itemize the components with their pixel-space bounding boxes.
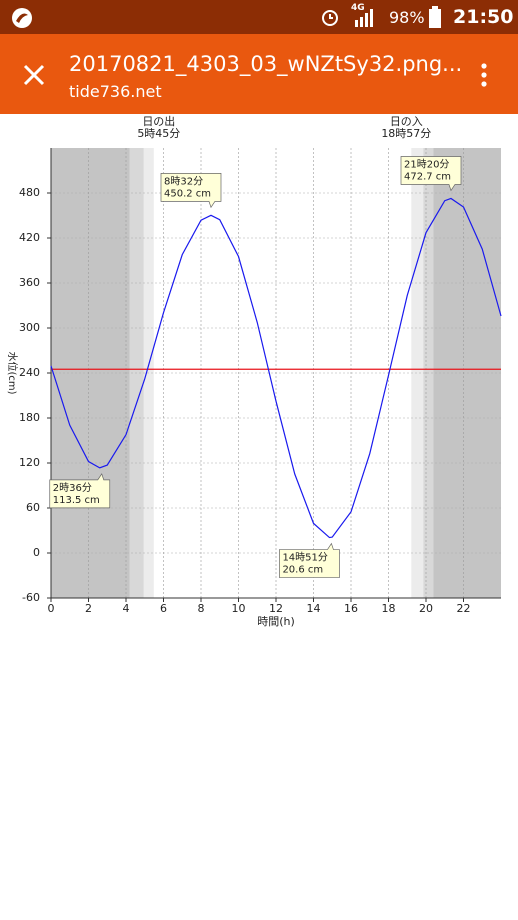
x-tick-label: 10 — [232, 602, 246, 615]
night-shade — [51, 148, 130, 598]
y-tick-label: 120 — [19, 456, 40, 469]
x-tick-label: 2 — [85, 602, 92, 615]
callout-box — [160, 173, 222, 209]
x-tick-label: 4 — [123, 602, 130, 615]
y-tick-label: 180 — [19, 411, 40, 424]
y-tick-label: 420 — [19, 231, 40, 244]
y-tick-label: 300 — [19, 321, 40, 334]
file-title: 20170821_4303_03_wNZtSy32.png... — [69, 52, 463, 76]
clock: 21:50 — [453, 6, 514, 28]
app-bar: 20170821_4303_03_wNZtSy32.png... tide736… — [0, 34, 518, 114]
y-tick-label: 360 — [19, 276, 40, 289]
callout-value: 472.7 cm — [404, 171, 451, 182]
callout-time: 14時51分 — [282, 552, 327, 564]
sun-time: 18時57分 — [381, 127, 431, 140]
x-tick-label: 14 — [307, 602, 321, 615]
network: 4G — [351, 3, 365, 13]
tide-curve — [50, 197, 502, 539]
x-tick-label: 16 — [344, 602, 358, 615]
sun-label: 日の出 — [142, 114, 175, 128]
callout-box — [49, 473, 111, 509]
callout-time: 21時20分 — [404, 158, 449, 170]
sun-time: 5時45分 — [137, 127, 180, 140]
close-button[interactable] — [22, 63, 46, 87]
menu-button[interactable] — [478, 62, 490, 90]
x-tick-label: 20 — [419, 602, 433, 615]
y-tick-label: 0 — [33, 546, 40, 559]
callout-value: 450.2 cm — [164, 188, 211, 199]
callout-value: 113.5 cm — [53, 495, 100, 506]
file-source: tide736.net — [69, 82, 162, 101]
callout-time: 2時36分 — [53, 482, 92, 494]
callout-box — [400, 156, 462, 192]
y-tick-label: 60 — [26, 501, 40, 514]
battery-icon — [429, 6, 441, 28]
status-bar: 4G 98% 21:50 — [0, 0, 518, 34]
y-tick-label: 240 — [19, 366, 40, 379]
y-tick-label: -60 — [22, 591, 40, 604]
x-tick-label: 12 — [269, 602, 283, 615]
x-tick-label: 18 — [382, 602, 396, 615]
callout-box — [279, 542, 340, 578]
alarm-icon — [322, 10, 338, 26]
sun-label: 日の入 — [390, 115, 423, 128]
x-axis-label: 時間(h) — [257, 615, 295, 628]
y-axis-label: 水位(cm) — [6, 351, 19, 394]
x-tick-label: 0 — [48, 602, 55, 615]
x-tick-label: 6 — [160, 602, 167, 615]
callout-time: 8時32分 — [164, 175, 203, 187]
x-tick-label: 8 — [198, 602, 205, 615]
signal-icon — [355, 9, 373, 27]
twilight-shade — [411, 148, 424, 598]
callout-value: 20.6 cm — [282, 565, 323, 576]
x-tick-label: 22 — [457, 602, 471, 615]
y-tick-label: 480 — [19, 186, 40, 199]
tide-chart: 日の出5時45分日の入18時57分-6006012018024030036042… — [6, 114, 502, 628]
app-icon — [12, 8, 32, 28]
battery-level: 98% — [389, 8, 425, 27]
